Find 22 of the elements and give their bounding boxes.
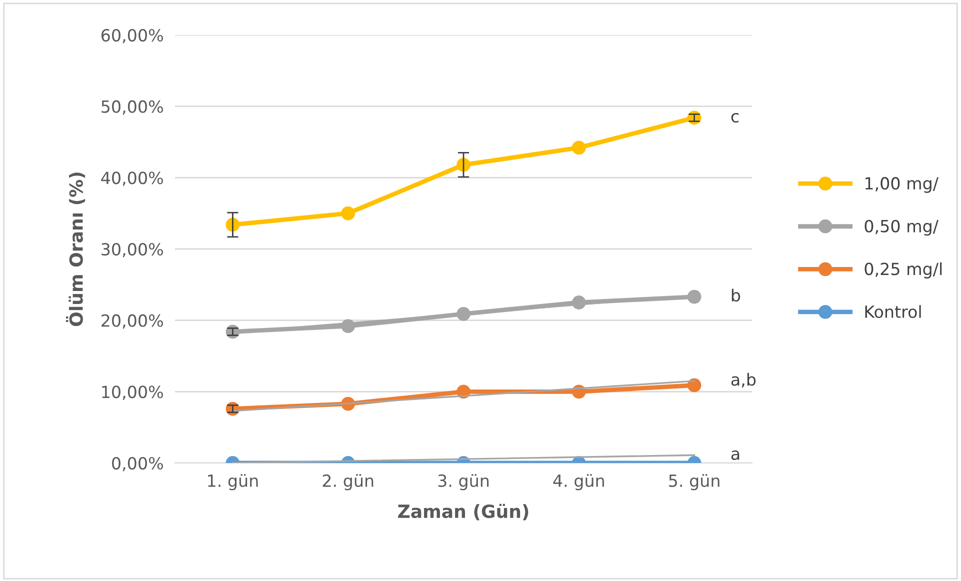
- legend-label: 1,00 mg/: [865, 177, 939, 193]
- legend-label: Kontrol: [865, 305, 921, 318]
- x-tick-label: 3. gün: [438, 474, 489, 490]
- y-tick-label: 0,00%: [112, 456, 163, 472]
- annotation: a,b: [731, 372, 756, 388]
- annotation: b: [732, 288, 740, 302]
- x-tick-label: 4. gün: [553, 474, 604, 490]
- y-tick-label: 30,00%: [102, 242, 163, 258]
- y-tick-label: 50,00%: [102, 100, 163, 115]
- y-tick-label: 20,00%: [102, 314, 163, 329]
- y-tick-label: 60,00%: [102, 28, 163, 44]
- legend-label: 0,50 mg/: [864, 220, 939, 236]
- x-tick-label: 5. gün: [669, 474, 720, 490]
- x-tick-label: 2. gün: [322, 474, 374, 490]
- legend-label: 0,25 mg/l: [864, 262, 942, 278]
- x-axis-title: Zaman (Gün): [398, 504, 528, 520]
- annotation: c: [731, 113, 739, 123]
- y-tick-label: 10,00%: [102, 386, 163, 400]
- x-tick-label: 1. gün: [208, 474, 258, 490]
- y-tick-label: 40,00%: [101, 172, 163, 186]
- y-axis-title: Ölüm Oranı (%): [66, 172, 86, 326]
- annotation: a: [731, 450, 740, 460]
